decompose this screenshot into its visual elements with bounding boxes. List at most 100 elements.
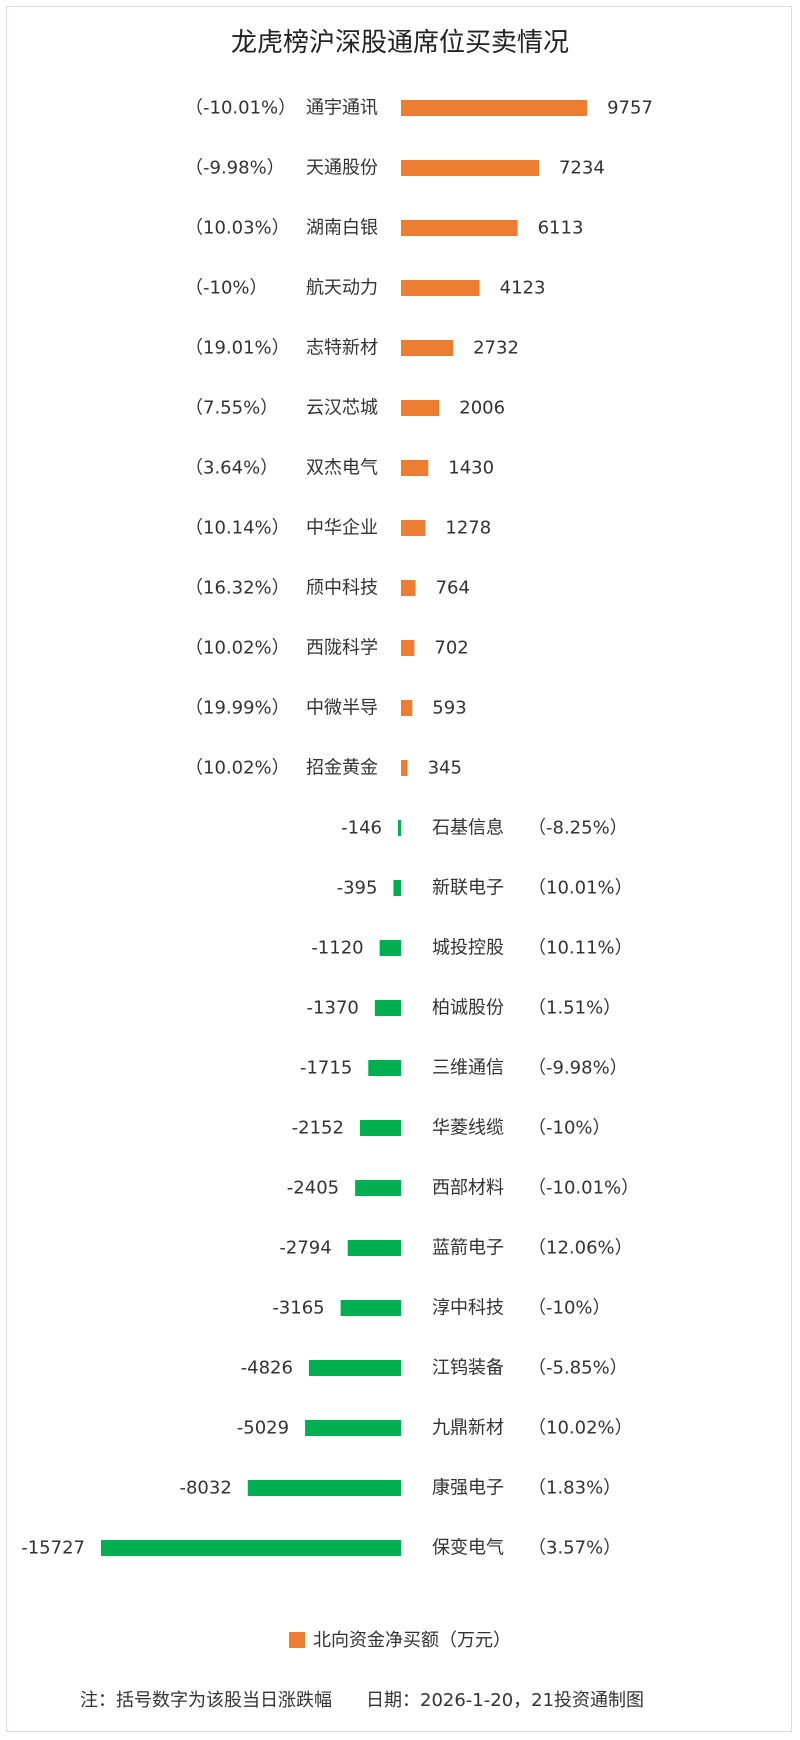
bar-negative <box>347 1240 401 1256</box>
bar-positive <box>401 100 588 116</box>
bar-value-label: -4826 <box>241 1358 293 1379</box>
bar-value-label: -395 <box>337 878 378 899</box>
change-label: （10.14%） <box>185 518 290 539</box>
bar-negative <box>308 1360 401 1376</box>
bar-value-label: 345 <box>428 758 462 779</box>
bar-value-label: 2732 <box>473 338 519 359</box>
stock-name: 三维通信 <box>432 1058 504 1079</box>
change-label: （10.03%） <box>185 218 290 239</box>
bar-value-label: 1278 <box>445 518 491 539</box>
stock-name: 华菱线缆 <box>432 1118 504 1139</box>
stock-name: 保变电气 <box>432 1538 504 1559</box>
bar-value-label: 4123 <box>500 278 546 299</box>
footer-note: 注：括号数字为该股当日涨跌幅 <box>80 1690 332 1711</box>
bar-value-label: -15727 <box>21 1538 85 1559</box>
stock-name: 志特新材 <box>306 338 378 359</box>
footer: 注：括号数字为该股当日涨跌幅 日期：2026-1-20，21投资通制图 <box>80 1686 780 1712</box>
stock-name: 中微半导 <box>306 698 378 719</box>
stock-name: 天通股份 <box>306 158 378 179</box>
stock-name: 通宇通讯 <box>306 98 378 119</box>
bar-value-label: 764 <box>436 578 470 599</box>
change-label: （1.83%） <box>528 1478 621 1499</box>
stock-name: 中华企业 <box>306 518 378 539</box>
change-label: （-10.01%） <box>528 1178 639 1199</box>
stock-name: 石基信息 <box>432 818 504 839</box>
bar-positive <box>401 760 408 776</box>
bar-value-label: 702 <box>434 638 468 659</box>
legend-label: 北向资金净买额（万元） <box>313 1630 511 1651</box>
bar-positive <box>401 700 413 716</box>
change-label: （-8.25%） <box>528 818 628 839</box>
bar-value-label: -1715 <box>300 1058 352 1079</box>
bar-negative <box>379 940 401 956</box>
bar-negative <box>359 1120 401 1136</box>
bar-value-label: -146 <box>341 818 382 839</box>
change-label: （10.11%） <box>528 938 633 959</box>
stock-name: 蓝箭电子 <box>432 1238 504 1259</box>
bar-positive <box>401 640 415 656</box>
bar-positive <box>401 220 518 236</box>
stock-name: 湖南白银 <box>306 218 378 239</box>
change-label: （16.32%） <box>185 578 290 599</box>
stock-name: 柏诚股份 <box>432 998 504 1019</box>
bar-value-label: -3165 <box>272 1298 324 1319</box>
stock-name: 西部材料 <box>432 1178 504 1199</box>
bar-negative <box>305 1420 401 1436</box>
bar-value-label: -5029 <box>237 1418 289 1439</box>
stock-name: 双杰电气 <box>306 458 378 479</box>
bar-value-label: -2152 <box>292 1118 344 1139</box>
bar-negative <box>340 1300 401 1316</box>
change-label: （1.51%） <box>528 998 621 1019</box>
bar-positive <box>401 460 429 476</box>
change-label: （12.06%） <box>528 1238 633 1259</box>
change-label: （-10%） <box>528 1298 611 1319</box>
stock-name: 城投控股 <box>432 938 504 959</box>
legend-swatch <box>289 1632 305 1648</box>
stock-name: 颀中科技 <box>306 578 378 599</box>
stock-name: 西陇科学 <box>306 638 378 659</box>
bar-value-label: -1370 <box>307 998 359 1019</box>
bar-negative <box>101 1540 401 1556</box>
bar-negative <box>374 1000 401 1016</box>
change-label: （-9.98%） <box>185 158 285 179</box>
legend: 北向资金净买额（万元） <box>0 1626 800 1652</box>
bar-positive <box>401 340 454 356</box>
change-label: （-9.98%） <box>528 1058 628 1079</box>
bar-positive <box>401 520 426 536</box>
bar-positive <box>401 160 539 176</box>
bar-negative <box>393 880 401 896</box>
stock-name: 九鼎新材 <box>432 1418 504 1439</box>
bar-negative <box>355 1180 401 1196</box>
change-label: （10.02%） <box>528 1418 633 1439</box>
change-label: （3.57%） <box>528 1538 621 1559</box>
change-label: （19.01%） <box>185 338 290 359</box>
stock-name: 康强电子 <box>432 1478 504 1499</box>
change-label: （19.99%） <box>185 698 290 719</box>
stock-name: 招金黄金 <box>306 758 378 779</box>
stock-name: 云汉芯城 <box>306 398 378 419</box>
bar-value-label: 7234 <box>559 158 605 179</box>
stock-name: 新联电子 <box>432 878 504 899</box>
stock-name: 淳中科技 <box>432 1298 504 1319</box>
chart-title: 龙虎榜沪深股通席位买卖情况 <box>230 28 569 58</box>
change-label: （7.55%） <box>185 398 278 419</box>
bar-value-label: -2405 <box>287 1178 339 1199</box>
change-label: （10.02%） <box>185 638 290 659</box>
bar-value-label: 2006 <box>459 398 505 419</box>
chart-frame <box>6 6 792 1732</box>
stock-name: 江钨装备 <box>432 1358 504 1379</box>
bar-negative <box>398 820 401 836</box>
bar-negative <box>368 1060 401 1076</box>
change-label: （-10.01%） <box>185 98 296 119</box>
change-label: （3.64%） <box>185 458 278 479</box>
stock-name: 航天动力 <box>306 278 378 299</box>
bar-value-label: 1430 <box>448 458 494 479</box>
bar-value-label: -8032 <box>179 1478 231 1499</box>
change-label: （-10%） <box>528 1118 611 1139</box>
bar-chart: 9757 通宇通讯 （-10.01%） 7234 天通股份 （-9.98%） 6113 湖南白… <box>21 98 653 1559</box>
bar-positive <box>401 400 440 416</box>
change-label: （10.02%） <box>185 758 290 779</box>
bar-value-label: 6113 <box>538 218 584 239</box>
bar-negative <box>247 1480 401 1496</box>
bar-positive <box>401 580 416 596</box>
